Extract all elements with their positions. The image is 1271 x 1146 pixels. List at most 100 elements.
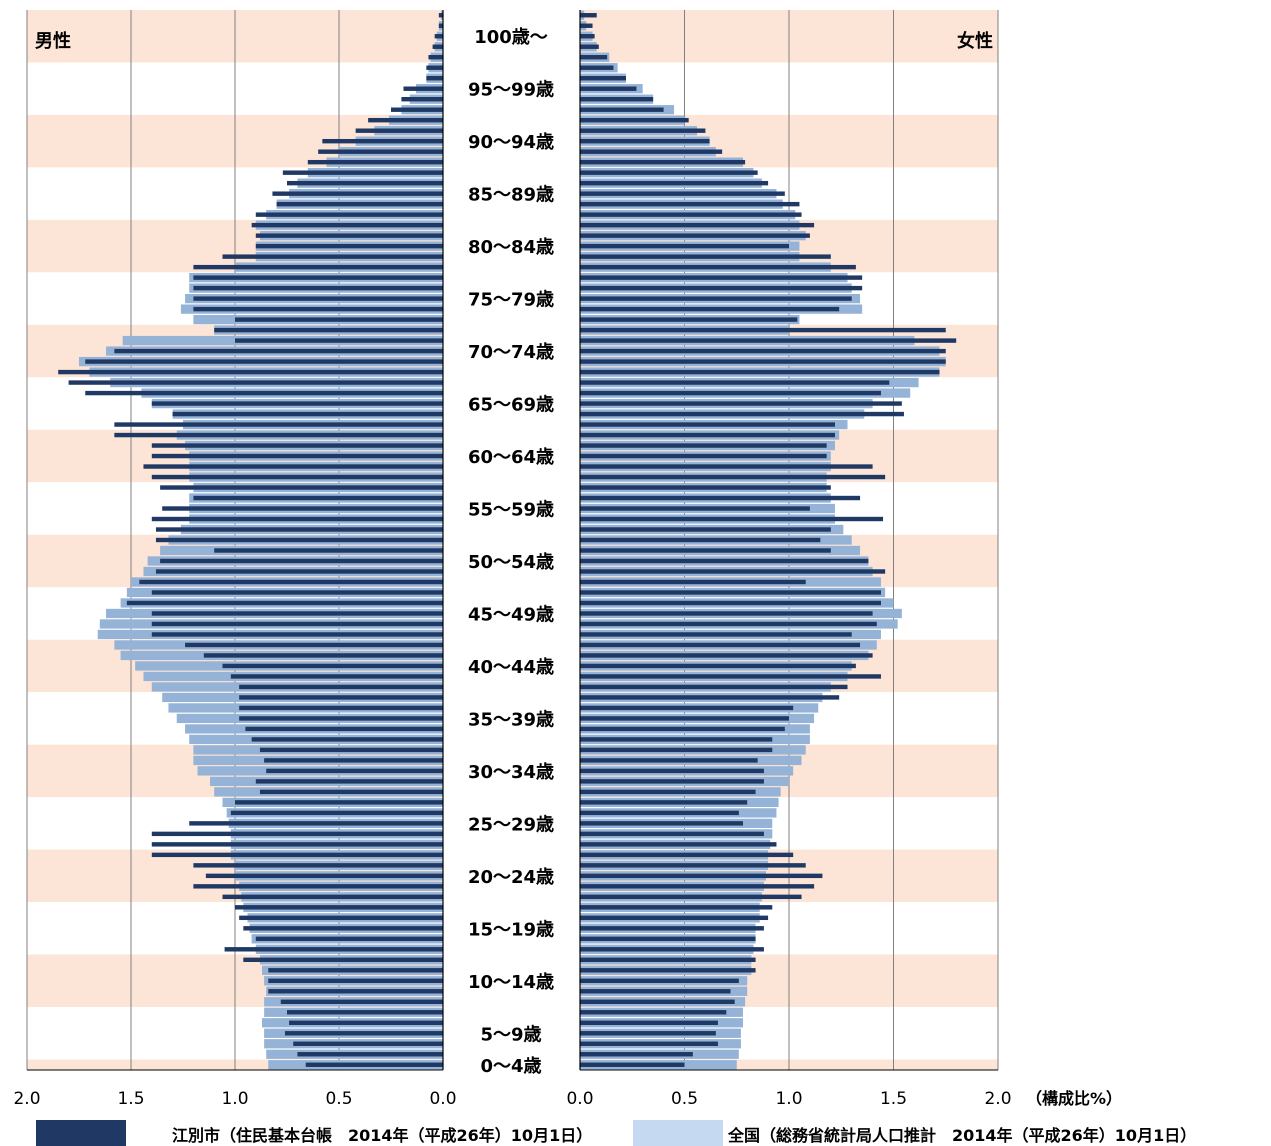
bar-city-female [580, 1010, 727, 1015]
axes [27, 10, 998, 1071]
bar-city-female [580, 947, 764, 952]
tick-label-male: 1.5 [117, 1089, 144, 1109]
bar-city-female [580, 590, 881, 595]
bar-city-female [580, 23, 593, 28]
age-group-label: 45～49歳 [468, 604, 554, 625]
bar-city-male [160, 485, 443, 490]
bar-city-female [580, 684, 848, 690]
bar-city-female [580, 285, 863, 291]
bar-city-male [139, 579, 443, 585]
age-group-label: 10～14歳 [468, 972, 554, 993]
bar-city-male [151, 621, 444, 627]
bar-city-female [580, 516, 884, 522]
bar-city-female [580, 495, 861, 501]
bar-city-male [205, 873, 443, 879]
bar-city-female [580, 632, 852, 637]
bar-city-male [126, 600, 443, 606]
tick-label-male: 1.0 [221, 1089, 248, 1109]
bar-city-male [245, 726, 443, 732]
bar-city-male [151, 590, 444, 595]
bar-city-male [224, 947, 443, 952]
bar-city-male [368, 117, 443, 123]
bar-city-male [155, 569, 443, 574]
bar-city-female [580, 642, 861, 648]
bar-city-male [268, 968, 443, 973]
age-group-label: 80～84歳 [468, 237, 554, 258]
bar-city-female [580, 674, 881, 679]
bar-city-male [268, 989, 443, 994]
bar-city-female [580, 296, 852, 301]
city-series-bars [58, 13, 957, 1067]
bar-city-male [318, 149, 443, 154]
age-group-label: 30～34歳 [468, 762, 554, 783]
bar-city-male [251, 222, 443, 228]
bar-city-female [580, 926, 764, 931]
bar-city-male [230, 674, 443, 679]
bar-city-female [580, 107, 664, 112]
bar-city-female [580, 464, 873, 469]
bar-city-female [580, 275, 863, 280]
bar-city-male [255, 212, 443, 217]
axis-unit-label: （構成比%） [1026, 1089, 1122, 1108]
bar-city-female [580, 884, 815, 889]
bar-city-male [426, 76, 443, 81]
bar-city-male [293, 1041, 443, 1046]
tick-label-male: 2.0 [13, 1089, 40, 1109]
legend-swatch-national [633, 1120, 723, 1146]
bar-city-female [580, 317, 798, 322]
bar-city-male [391, 107, 443, 112]
bar-city-female [580, 653, 873, 658]
bar-city-male [289, 1020, 443, 1025]
bar-city-female [580, 611, 873, 616]
age-group-label: 55～59歳 [468, 500, 554, 521]
bar-city-female [580, 474, 886, 480]
bar-city-male [222, 894, 443, 900]
bar-city-male [235, 905, 443, 910]
bar-city-male [162, 506, 443, 511]
bar-city-male [185, 642, 443, 648]
bar-city-male [428, 55, 443, 60]
bar-city-female [580, 170, 758, 175]
male-label: 男性 [35, 30, 71, 52]
bar-city-male [239, 915, 443, 921]
bar-city-female [580, 957, 756, 963]
tick-label-female: 2.0 [984, 1089, 1011, 1109]
bar-city-male [426, 65, 443, 70]
tick-label-female: 0.0 [566, 1089, 593, 1109]
bar-city-male [403, 86, 443, 91]
bar-city-female [580, 401, 902, 406]
bar-city-male [276, 201, 443, 207]
bar-city-male [355, 128, 443, 133]
bar-city-female [580, 97, 654, 102]
bar-city-male [235, 800, 443, 805]
tick-label-female: 0.5 [671, 1089, 698, 1109]
bar-city-male [239, 705, 443, 711]
bar-city-female [580, 663, 856, 669]
bar-city-male [259, 789, 443, 795]
bar-city-female [580, 128, 706, 133]
bar-city-female [580, 180, 769, 186]
bar-city-male [307, 159, 443, 165]
bar-city-male [193, 306, 443, 312]
bar-city-male [68, 380, 443, 385]
bar-city-female [580, 716, 789, 721]
bar-city-female [580, 936, 756, 942]
bar-city-female [580, 600, 881, 606]
bar-city-female [580, 999, 735, 1004]
bar-city-male [189, 821, 443, 826]
bar-city-male [282, 170, 443, 175]
bar-city-female [580, 821, 744, 826]
bar-city-female [580, 243, 789, 249]
bar-city-male [239, 695, 443, 700]
bar-city-male [193, 285, 443, 291]
bar-city-female [580, 537, 821, 543]
age-group-labels: 100歳～ 95～99歳 90～94歳 85～89歳 80～84歳 75～79歳 70～74… [468, 27, 554, 1077]
bar-city-male [235, 338, 443, 343]
bar-city-female [580, 758, 758, 763]
bar-city-female [580, 76, 626, 81]
bar-city-male [222, 254, 443, 259]
bar-city-male [222, 663, 443, 669]
bar-city-female [580, 338, 957, 343]
bar-city-male [255, 936, 443, 942]
bar-city-male [243, 926, 443, 931]
